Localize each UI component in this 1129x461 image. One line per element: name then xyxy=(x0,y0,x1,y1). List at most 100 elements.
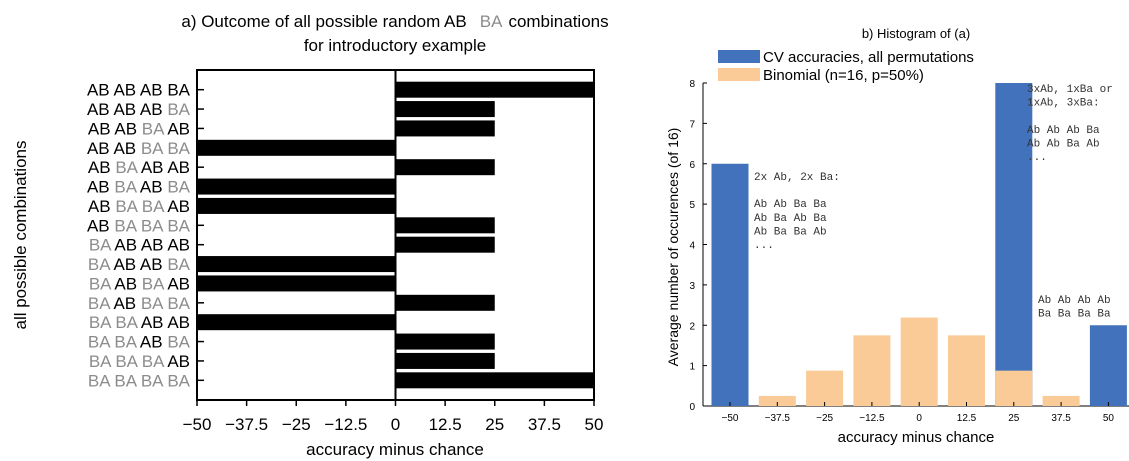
panel-b-ytick-label: 1 xyxy=(689,362,695,373)
panel-a-row-token: AB xyxy=(87,100,110,119)
panel-a-row-token: BA xyxy=(110,178,138,197)
panel-b-bar-binomial xyxy=(995,370,1033,406)
panel-a-row-token: AB xyxy=(164,119,190,138)
panel-a-row-token: AB xyxy=(111,119,137,138)
panel-a-xtick-label: −37.5 xyxy=(225,415,268,434)
panel-a-row-label: BA AB BA AB xyxy=(89,274,190,293)
panel-a-bar xyxy=(197,275,396,292)
panel-a-row-token: BA xyxy=(88,371,111,390)
panel-b-ytick-label: 3 xyxy=(689,281,695,292)
panel-a-xlabel: accuracy minus chance xyxy=(306,440,484,459)
panel-b-bar-binomial xyxy=(948,335,985,406)
panel-b-bar-cv xyxy=(1089,325,1127,406)
panel-b-xtick-label: 12.5 xyxy=(957,413,977,424)
panel-a-bar xyxy=(395,333,495,350)
panel-a-bar xyxy=(197,139,396,156)
panel-a-row-token: BA xyxy=(163,216,191,235)
panel-a-row-label: AB AB AB BA xyxy=(87,81,191,100)
panel-a-row-token: AB xyxy=(87,178,110,197)
panel-a-row-token: BA xyxy=(163,178,191,197)
panel-b-ytick-label: 5 xyxy=(689,200,695,211)
panel-a-row-token: AB xyxy=(88,197,111,216)
panel-a-row-token: AB xyxy=(137,158,163,177)
panel-a-row-token: BA xyxy=(88,255,111,274)
panel-a-row-token: BA xyxy=(163,255,191,274)
panel-a-row-token: AB xyxy=(164,352,190,371)
panel-a-xtick-label: 37.5 xyxy=(528,415,561,434)
panel-a-chart: a) Outcome of all possible random AB BA co… xyxy=(11,12,609,459)
panel-b-xtick-label: 25 xyxy=(1008,413,1020,424)
panel-a-row-label: AB AB BA BA xyxy=(87,139,191,158)
panel-a-row-token: BA xyxy=(111,352,139,371)
panel-b-bar-binomial xyxy=(853,335,891,406)
panel-a-row-token: BA xyxy=(136,139,164,158)
panel-a-row-token: BA xyxy=(88,333,111,352)
panel-a-title-line2: for introductory example xyxy=(304,36,486,55)
panel-a-bar xyxy=(197,256,396,273)
panel-b-legend-swatch xyxy=(718,50,760,63)
panel-a-row-label: BA AB AB AB xyxy=(89,236,190,255)
panel-a-row-token: AB xyxy=(137,236,163,255)
panel-a-row-label: AB BA AB AB xyxy=(88,158,190,177)
panel-a-bar xyxy=(395,217,495,234)
panel-b-xtick-label: 50 xyxy=(1103,413,1115,424)
panel-a-row-token: BA xyxy=(88,294,111,313)
panel-a-xtick-label: −12.5 xyxy=(324,415,367,434)
panel-a-row-label: BA BA BA AB xyxy=(89,352,190,371)
panel-a-row-token: AB xyxy=(164,197,190,216)
panel-a-row-token: AB xyxy=(88,158,111,177)
panel-a-row-token: BA xyxy=(89,236,112,255)
panel-b-xtick-label: −37.5 xyxy=(765,413,791,424)
panel-a-row-token: AB xyxy=(136,255,162,274)
panel-a-row-token: AB xyxy=(110,294,136,313)
panel-a-row-label: BA BA BA BA xyxy=(88,371,191,390)
panel-a-row-token: AB xyxy=(136,100,162,119)
panel-a-row-token: AB xyxy=(164,236,190,255)
panel-a-bar xyxy=(197,197,396,214)
panel-b-bar-cv xyxy=(995,83,1033,406)
panel-a-row-token: AB xyxy=(164,274,190,293)
panel-b-xtick-label: 37.5 xyxy=(1051,413,1071,424)
panel-b-xtick-label: −25 xyxy=(816,413,833,424)
panel-a-row-token: AB xyxy=(87,81,110,100)
panel-a-row-token: BA xyxy=(137,119,165,138)
panel-a-xtick-label: −50 xyxy=(183,415,212,434)
panel-a-row-token: BA xyxy=(163,294,191,313)
panel-a-row-label: AB AB BA AB xyxy=(88,119,190,138)
panel-a-row-token: AB xyxy=(110,81,136,100)
panel-a-bar xyxy=(395,101,495,118)
panel-a-xtick-label: 50 xyxy=(585,415,604,434)
panel-b-chart: b) Histogram of (a) 0 1 2 3 4 5 6 7 8 −50 −37.5 −2… xyxy=(665,26,1129,446)
panel-a-row-token: BA xyxy=(110,216,138,235)
panel-b-annotation: Ab Ab Ab Ab Ba Ba Ba Ba xyxy=(1038,295,1111,321)
panel-a-row-token: AB xyxy=(110,255,136,274)
panel-a-row-token: BA xyxy=(137,274,165,293)
panel-b-ytick-label: 0 xyxy=(689,402,695,413)
panel-b-legend-swatch xyxy=(718,68,760,81)
panel-a-row-token: BA xyxy=(163,100,191,119)
panel-a-row-token: BA xyxy=(110,333,138,352)
panel-b-annotation: 3xAb, 1xBa or 1xAb, 3xBa: Ab Ab Ab Ba Ab A… xyxy=(1027,84,1113,164)
panel-a-row-token: AB xyxy=(136,178,162,197)
panel-a-row-token: AB xyxy=(87,216,110,235)
panel-a-xtick-label: 25 xyxy=(485,415,504,434)
panel-a-row-token: AB xyxy=(110,100,136,119)
panel-a-row-token: BA xyxy=(163,81,191,100)
panel-a-bar xyxy=(197,178,396,195)
panel-b-bar-binomial xyxy=(900,317,938,406)
panel-a-row-token: BA xyxy=(136,371,164,390)
panel-a-row-label: BA BA AB AB xyxy=(89,313,190,332)
panel-a-row-token: AB xyxy=(110,139,136,158)
panel-b-xtick-label: −12.5 xyxy=(859,413,885,424)
panel-a-row-token: AB xyxy=(88,119,111,138)
panel-b-bar-binomial xyxy=(806,370,844,406)
panel-a-xtick-label: 0 xyxy=(391,415,400,434)
panel-a-row-token: BA xyxy=(136,216,164,235)
panel-b-ytick-label: 2 xyxy=(689,321,695,332)
panel-b-bar-cv xyxy=(711,163,749,406)
panel-b-legend-label: Binomial (n=16, p=50%) xyxy=(763,67,924,84)
panel-a-row-label: AB BA BA AB xyxy=(88,197,190,216)
panel-a-bar xyxy=(395,81,594,98)
panel-a-row-token: AB xyxy=(164,158,190,177)
